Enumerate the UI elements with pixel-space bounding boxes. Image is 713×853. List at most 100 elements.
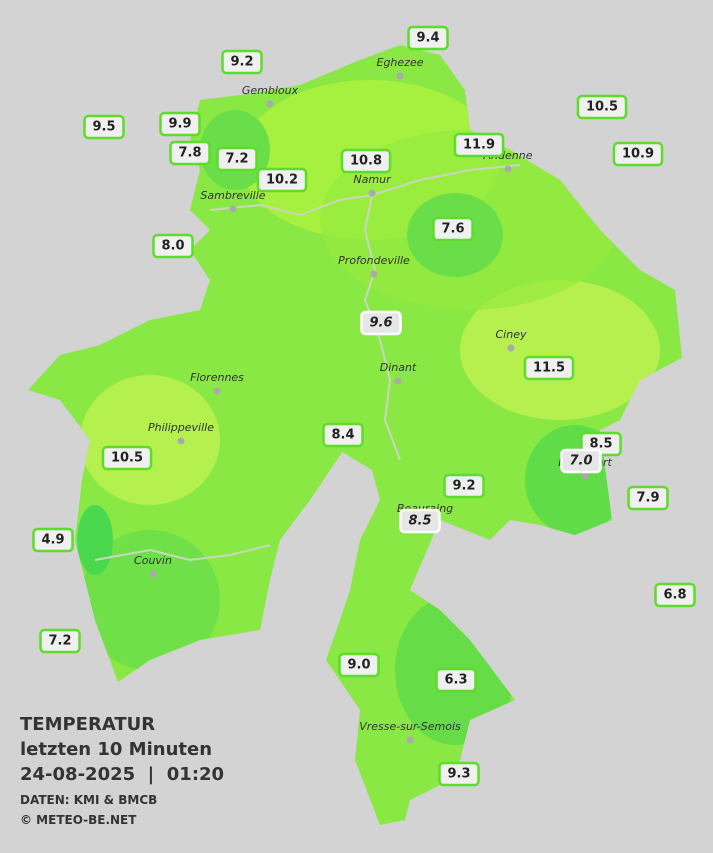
- reading-box: [654, 582, 696, 608]
- town-dot: [229, 205, 237, 213]
- reading-box: [576, 94, 628, 120]
- reading-box: [432, 216, 474, 242]
- town-dot: [266, 100, 274, 108]
- town-label: Philippeville: [148, 421, 214, 434]
- credit: © METEO-BE.NET: [20, 813, 137, 827]
- reading-value: 8.4: [331, 428, 354, 443]
- reading: 9.2: [221, 49, 263, 75]
- reading-value: 7.6: [441, 222, 464, 237]
- reading: 7.8: [169, 140, 211, 166]
- reading-value: 9.0: [347, 658, 370, 673]
- reading-value: 7.9: [636, 491, 659, 506]
- reading: 7.0: [560, 448, 602, 474]
- reading: 9.0: [338, 652, 380, 678]
- reading-value: 8.5: [589, 437, 612, 452]
- reading-box: [32, 527, 74, 553]
- reading-box: [612, 141, 664, 167]
- reading-box: [399, 508, 441, 534]
- datetime: 24-08-2025 | 01:20: [20, 764, 224, 785]
- reading: 7.2: [216, 146, 258, 172]
- reading-box: [435, 667, 477, 693]
- reading-box: [322, 422, 364, 448]
- reading-value: 9.3: [447, 767, 470, 782]
- reading-value: 10.5: [111, 451, 143, 466]
- legend: TEMPERATUR letzten 10 Minuten 24-08-2025…: [20, 714, 224, 827]
- town-dot: [370, 270, 378, 278]
- reading-value: 10.2: [266, 173, 298, 188]
- town-dot: [504, 165, 512, 173]
- town-label: Gembloux: [242, 84, 299, 97]
- reading-box: [216, 146, 258, 172]
- reading: 10.9: [612, 141, 664, 167]
- reading-value: 11.9: [463, 138, 495, 153]
- reading: 10.5: [101, 445, 153, 471]
- reading-value: 9.6: [369, 316, 392, 331]
- subtitle: letzten 10 Minuten: [20, 739, 212, 760]
- reading-value: 9.5: [92, 120, 115, 135]
- reading: 9.9: [159, 111, 201, 137]
- town-label: Namur: [353, 173, 392, 186]
- reading: 10.5: [576, 94, 628, 120]
- reading-box: [39, 628, 81, 654]
- reading-box: [221, 49, 263, 75]
- title: TEMPERATUR: [20, 714, 155, 735]
- reading-box: [101, 445, 153, 471]
- reading: 8.4: [322, 422, 364, 448]
- reading: 6.8: [654, 582, 696, 608]
- town-dot: [213, 387, 221, 395]
- reading: 7.9: [627, 485, 669, 511]
- reading-value: 6.3: [444, 673, 467, 688]
- town-label: Florennes: [190, 371, 244, 384]
- reading-box: [627, 485, 669, 511]
- reading-value: 7.2: [225, 152, 248, 167]
- town-dot: [149, 570, 157, 578]
- reading-value: 6.8: [663, 588, 686, 603]
- reading-box: [438, 761, 480, 787]
- town-label: Eghezee: [377, 56, 424, 69]
- reading-box: [169, 140, 211, 166]
- reading-value: 10.5: [586, 100, 618, 115]
- reading-value: 11.5: [533, 361, 565, 376]
- town-label: Profondeville: [338, 254, 410, 267]
- reading-value: 8.5: [408, 514, 431, 529]
- reading: 7.2: [39, 628, 81, 654]
- town-dot: [581, 472, 589, 480]
- reading-value: 8.0: [161, 239, 184, 254]
- reading-box: [360, 310, 402, 336]
- reading: 9.5: [83, 114, 125, 140]
- reading: 9.3: [438, 761, 480, 787]
- towns: EghezeeGemblouxAndenneNamurSambrevillePr…: [134, 56, 612, 744]
- reading: 7.6: [432, 216, 474, 242]
- reading: 9.4: [407, 25, 449, 51]
- reading-value: 7.0: [569, 454, 592, 469]
- reading-value: 9.2: [230, 55, 253, 70]
- town-dot: [394, 377, 402, 385]
- town-label: Couvin: [134, 554, 172, 567]
- town-dot: [368, 189, 376, 197]
- reading: 9.6: [360, 310, 402, 336]
- reading: 8.5: [399, 508, 441, 534]
- reading: 4.9: [32, 527, 74, 553]
- reading: 10.2: [256, 167, 308, 193]
- reading-box: [338, 652, 380, 678]
- readings: 9.4 9.2 10.5 9.5 9.9 7.8 7.2 10.8 11.9 10.9 10.2 8.…: [32, 25, 696, 787]
- reading-value: 7.2: [48, 634, 71, 649]
- reading-value: 9.4: [416, 31, 439, 46]
- reading-value: 4.9: [41, 533, 64, 548]
- town-dot: [507, 344, 515, 352]
- reading-value: 9.9: [168, 117, 191, 132]
- reading-box: [560, 448, 602, 474]
- reading-box: [523, 355, 575, 381]
- town-label: Sambreville: [200, 189, 265, 202]
- source: DATEN: KMI & BMCB: [20, 793, 157, 807]
- reading: 6.3: [435, 667, 477, 693]
- town-dot: [396, 72, 404, 80]
- reading-box: [159, 111, 201, 137]
- reading-box: [340, 148, 392, 174]
- reading-value: 9.2: [452, 479, 475, 494]
- reading-value: 7.8: [178, 146, 201, 161]
- town-label: Ciney: [496, 328, 527, 341]
- reading-box: [407, 25, 449, 51]
- reading: 10.8: [340, 148, 392, 174]
